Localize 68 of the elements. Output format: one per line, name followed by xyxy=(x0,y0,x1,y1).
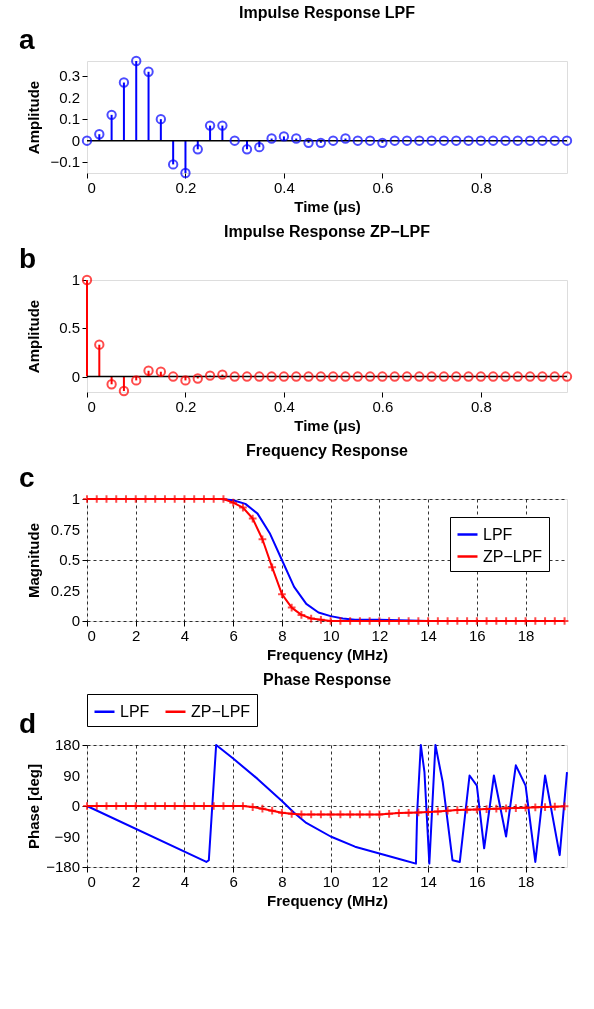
y-tick-label: 0 xyxy=(71,367,80,385)
chart-title: Phase Response xyxy=(262,670,392,688)
y-tick-label: 90 xyxy=(63,766,80,784)
x-tick-label: 0.2 xyxy=(175,178,197,196)
y-tick-label: 0 xyxy=(71,612,80,629)
text: c xyxy=(19,462,35,493)
y-tick-label: 0 xyxy=(71,797,80,814)
x-axis-title: Frequency (MHz) xyxy=(267,645,388,663)
y-tick-label: −180 xyxy=(46,858,80,875)
x-tick-label: 0 xyxy=(87,178,96,196)
x-tick-label: 4 xyxy=(180,626,190,644)
x-tick-label: 0.8 xyxy=(470,178,492,196)
x-axis-title: Frequency (MHz) xyxy=(267,891,388,909)
x-tick-label: 14 xyxy=(420,872,437,890)
y-tick-label: 0.5 xyxy=(59,319,80,337)
x-tick-label: 12 xyxy=(371,872,389,890)
y-tick-label: −0.1 xyxy=(50,153,80,171)
y-tick-label: 0.1 xyxy=(59,110,80,128)
x-tick-label: 10 xyxy=(322,872,340,890)
x-tick-label: 0.6 xyxy=(372,178,394,196)
y-tick-label: 1 xyxy=(71,271,80,288)
y-tick-label: 0.3 xyxy=(59,67,80,85)
x-tick-label: 18 xyxy=(517,626,535,644)
x-tick-label: 10 xyxy=(322,626,340,644)
y-axis-title: Amplitude xyxy=(25,299,42,374)
x-tick-label: 0 xyxy=(87,626,96,644)
x-axis-title: Time (μs) xyxy=(294,416,361,434)
x-tick-label: 8 xyxy=(278,626,287,644)
x-tick-label: 8 xyxy=(278,872,287,890)
x-tick-label: 6 xyxy=(229,872,238,890)
text: a xyxy=(19,24,35,55)
x-tick-label: 18 xyxy=(517,872,535,890)
x-tick-label: 6 xyxy=(229,626,238,644)
chart-title: Impulse Response LPF xyxy=(238,4,416,21)
x-tick-label: 0.4 xyxy=(273,397,295,415)
legend-label: LPF xyxy=(483,525,513,543)
x-tick-label: 12 xyxy=(371,626,389,644)
y-tick-label: −90 xyxy=(54,827,80,845)
text: b xyxy=(19,243,37,274)
chart-title: Frequency Response xyxy=(246,442,409,459)
y-axis-title: Magnitude xyxy=(25,523,42,598)
y-tick-label: 0.2 xyxy=(59,88,80,106)
legend-label: ZP−LPF xyxy=(483,547,543,565)
y-tick-label: 180 xyxy=(54,736,80,753)
x-tick-label: 0.6 xyxy=(372,397,394,415)
y-tick-label: 0.5 xyxy=(59,551,80,568)
x-tick-label: 16 xyxy=(469,872,486,890)
y-tick-label: 0.75 xyxy=(50,520,80,538)
x-tick-label: 0.8 xyxy=(470,397,492,415)
x-tick-label: 0.4 xyxy=(273,178,295,196)
legend-label: LPF xyxy=(120,702,150,720)
text: d xyxy=(19,708,37,739)
x-tick-label: 2 xyxy=(132,872,141,890)
y-tick-label: 0 xyxy=(71,131,80,149)
x-axis-title: Time (μs) xyxy=(294,197,361,215)
x-tick-label: 0 xyxy=(87,397,96,415)
legend-label: ZP−LPF xyxy=(191,702,251,720)
y-tick-label: 0.25 xyxy=(50,581,80,599)
x-tick-label: 16 xyxy=(469,626,486,644)
chart-title: Impulse Response ZP−LPF xyxy=(224,223,431,240)
x-tick-label: 0 xyxy=(87,872,96,890)
y-tick-label: 1 xyxy=(71,490,80,507)
x-tick-label: 2 xyxy=(132,626,141,644)
x-tick-label: 4 xyxy=(180,872,190,890)
x-tick-label: 0.2 xyxy=(175,397,197,415)
y-axis-title: Phase [deg] xyxy=(25,763,42,850)
x-tick-label: 14 xyxy=(420,626,437,644)
y-axis-title: Amplitude xyxy=(25,80,42,155)
